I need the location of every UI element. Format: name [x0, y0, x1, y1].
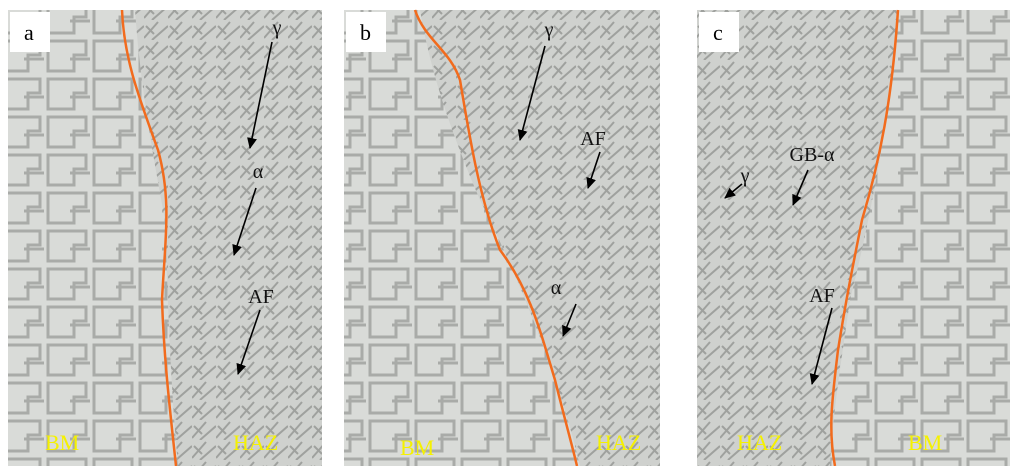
annotation: α: [551, 277, 562, 299]
annotation: AF: [248, 286, 274, 308]
panel-label: a: [24, 20, 34, 45]
panel-c: c γ GB-α AF HAZ BM: [697, 10, 1010, 466]
annotation: AF: [809, 285, 835, 307]
region-label: BM: [45, 430, 79, 455]
annotation: γ: [544, 19, 554, 41]
region-label: HAZ: [737, 430, 782, 455]
region-label: BM: [400, 435, 434, 460]
region-label: HAZ: [233, 430, 278, 455]
annotation: γ: [272, 17, 282, 39]
annotation: α: [253, 161, 264, 183]
panel-label: b: [360, 20, 371, 45]
panel-b: b γ AF α BM HAZ: [344, 10, 660, 466]
annotation: GB-α: [790, 144, 835, 166]
region-label: HAZ: [596, 430, 641, 455]
region-label: BM: [908, 430, 942, 455]
panel-a: a γ α AF BM HAZ: [8, 10, 322, 466]
figure: a γ α AF BM HAZ b γ AF α BM HAZ c γ GB-α…: [0, 0, 1016, 466]
annotation: γ: [740, 165, 750, 187]
annotation: AF: [580, 128, 606, 150]
panel-label: c: [713, 20, 723, 45]
